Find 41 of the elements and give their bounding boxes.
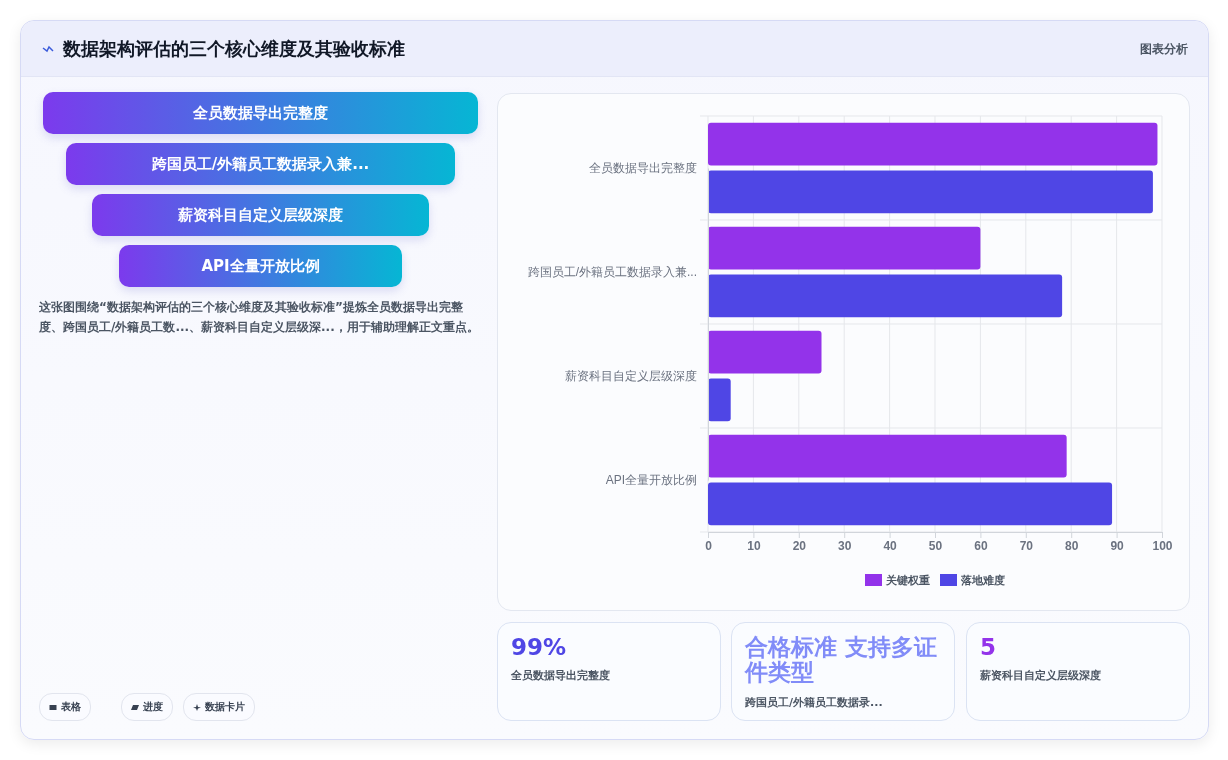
bar xyxy=(708,434,1067,478)
text: 5 xyxy=(980,634,997,660)
bar xyxy=(708,330,822,374)
x-tick-label: 20 xyxy=(792,538,807,553)
x-tick-label: 100 xyxy=(1152,538,1173,553)
text: 99% xyxy=(511,634,568,660)
x-tick-label: 50 xyxy=(928,538,943,553)
x-tick-label: 0 xyxy=(705,538,713,553)
bar xyxy=(708,274,1063,318)
text: 进度 xyxy=(143,700,163,714)
y-tick-label: 全员数据导出完整度 xyxy=(589,161,697,176)
y-tick-label: API全量开放比例 xyxy=(605,473,697,488)
y-tick-label: 跨国员工/外籍员工数据录入兼... xyxy=(527,265,697,280)
text: 跨国员工/外籍员工数据录... xyxy=(745,695,883,710)
bar xyxy=(708,170,1153,214)
bar xyxy=(708,378,731,422)
x-tick-label: 60 xyxy=(974,538,988,553)
text: 图表分析 xyxy=(1140,41,1188,58)
text: 薪资科目自定义层级深度 xyxy=(980,668,1101,683)
x-tick-label: 90 xyxy=(1110,538,1125,553)
legend-label: 关键权重 xyxy=(885,574,930,587)
text: 全员数据导出完整度 xyxy=(43,92,478,134)
text: 跨国员工/外籍员工数据录入兼... xyxy=(66,143,455,185)
y-tick-label: 薪资科目自定义层级深度 xyxy=(565,369,697,384)
x-tick-label: 70 xyxy=(1019,538,1034,553)
text: 数据卡片 xyxy=(205,700,245,714)
bar xyxy=(708,226,981,270)
text: API全量开放比例 xyxy=(119,245,402,287)
bar xyxy=(708,122,1158,166)
text: 数据架构评估的三个核心维度及其验收标准 xyxy=(63,37,405,61)
x-tick-label: 10 xyxy=(747,538,761,553)
text: 薪资科目自定义层级深度 xyxy=(92,194,429,236)
text: 合格标准 支持多证件类型 xyxy=(745,634,938,685)
x-tick-label: 30 xyxy=(838,538,852,553)
text: 表格 xyxy=(61,700,81,714)
text: 这张图围绕“数据架构评估的三个核心维度及其验收标准”提炼全员数据导出完整度、跨国员工/外籍员工数...、薪资科目自定义层级深...，用于辅助理解正文重点。 xyxy=(39,299,480,336)
text: 全员数据导出完整度 xyxy=(511,668,610,683)
legend-label: 落地难度 xyxy=(960,574,1005,587)
x-tick-label: 80 xyxy=(1065,538,1079,553)
bar xyxy=(708,482,1113,526)
x-tick-label: 40 xyxy=(883,538,898,553)
